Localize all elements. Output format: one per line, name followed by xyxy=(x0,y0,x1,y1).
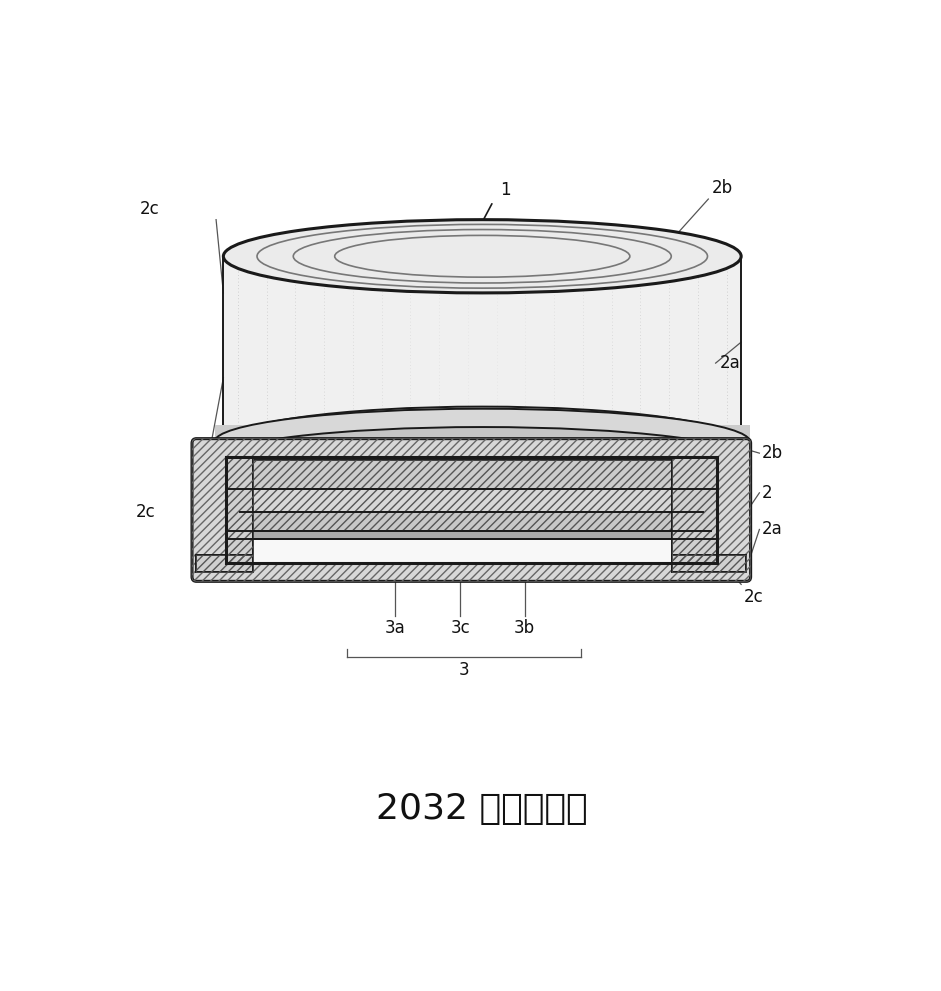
Bar xyxy=(226,457,253,563)
Text: 2c: 2c xyxy=(743,589,763,606)
Ellipse shape xyxy=(223,220,742,293)
Bar xyxy=(240,489,703,512)
Ellipse shape xyxy=(223,406,742,480)
Text: 2b: 2b xyxy=(761,444,783,462)
Bar xyxy=(215,425,750,460)
Bar xyxy=(230,512,711,531)
Bar xyxy=(672,457,717,563)
Bar xyxy=(226,531,715,539)
Bar xyxy=(226,457,253,563)
Bar xyxy=(230,512,711,531)
Text: 3b: 3b xyxy=(514,619,535,637)
FancyBboxPatch shape xyxy=(192,439,751,582)
Text: 2: 2 xyxy=(761,484,773,501)
Text: 2a: 2a xyxy=(761,520,782,538)
Text: 2b: 2b xyxy=(712,178,733,197)
Text: 3a: 3a xyxy=(384,619,406,637)
Ellipse shape xyxy=(215,427,750,493)
Text: 3c: 3c xyxy=(451,619,470,637)
Bar xyxy=(672,555,746,572)
Text: 2a: 2a xyxy=(720,354,741,372)
Text: 2c: 2c xyxy=(136,502,155,521)
Text: 3: 3 xyxy=(458,661,470,680)
Bar xyxy=(240,489,703,512)
Ellipse shape xyxy=(215,408,750,475)
Text: 1: 1 xyxy=(501,181,511,199)
Text: 2c: 2c xyxy=(139,200,159,218)
Bar xyxy=(197,555,253,572)
Bar xyxy=(226,457,717,563)
Bar xyxy=(226,457,717,563)
Bar xyxy=(223,257,742,443)
Bar xyxy=(672,457,717,563)
Bar xyxy=(228,460,715,489)
Bar xyxy=(228,460,715,489)
Bar xyxy=(672,555,746,572)
Bar xyxy=(197,555,253,572)
Text: 2032 型硬币电池: 2032 型硬币电池 xyxy=(376,793,588,826)
